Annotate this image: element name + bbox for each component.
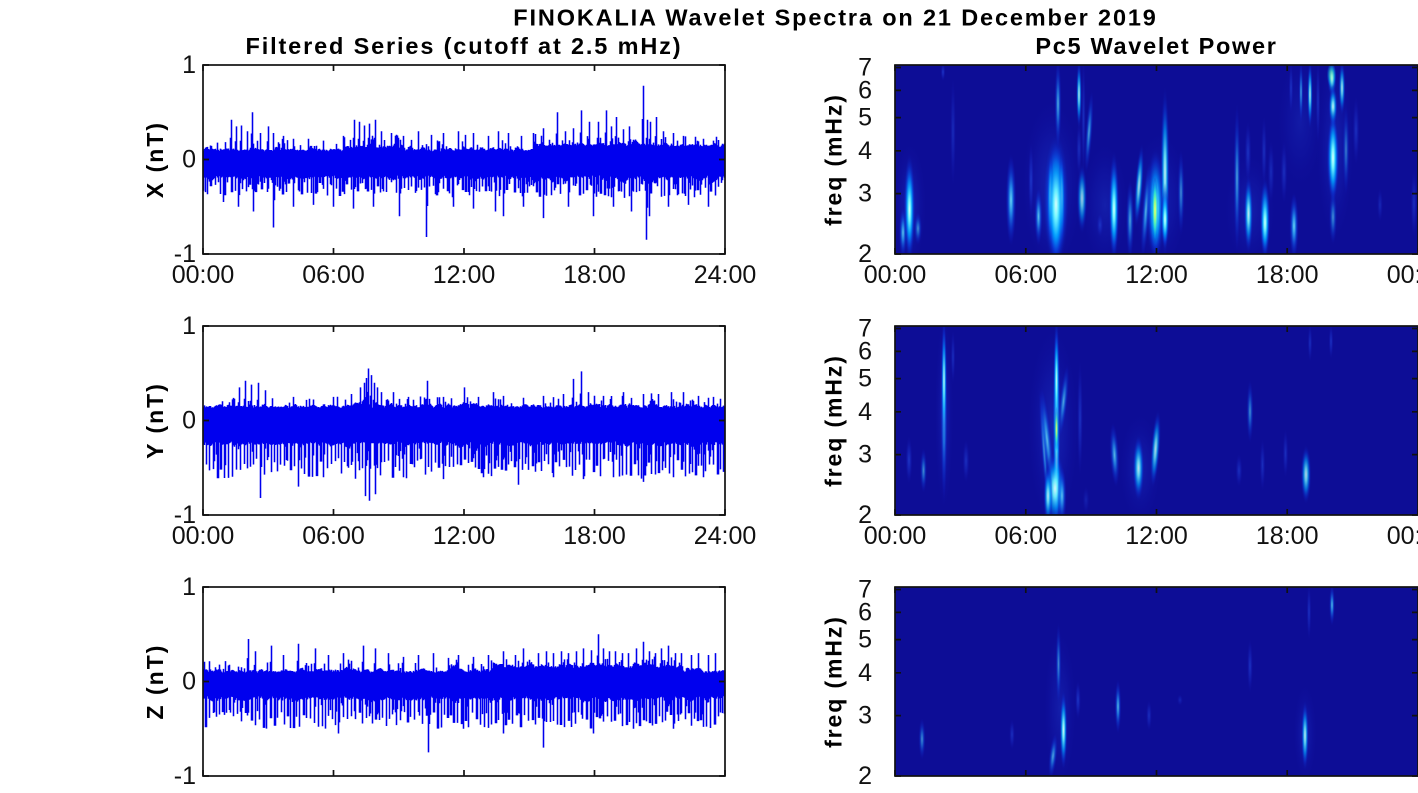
svg-text:12:00: 12:00 <box>1125 261 1188 289</box>
svg-text:12:00: 12:00 <box>1125 522 1188 550</box>
svg-text:18:00: 18:00 <box>1256 261 1319 289</box>
svg-text:00:00: 00:00 <box>1387 261 1418 289</box>
svg-text:3: 3 <box>858 180 872 208</box>
svg-text:6: 6 <box>858 337 872 365</box>
svg-text:5: 5 <box>858 365 872 393</box>
svg-text:freq (mHz): freq (mHz) <box>821 615 847 748</box>
svg-text:7: 7 <box>858 315 872 343</box>
svg-text:0: 0 <box>182 407 196 435</box>
svg-text:-1: -1 <box>174 762 196 788</box>
svg-text:06:00: 06:00 <box>995 261 1058 289</box>
svg-text:06:00: 06:00 <box>302 522 365 550</box>
svg-text:0: 0 <box>182 146 196 174</box>
svg-text:7: 7 <box>858 576 872 604</box>
svg-text:00:00: 00:00 <box>864 522 927 550</box>
svg-text:06:00: 06:00 <box>302 261 365 289</box>
svg-text:0: 0 <box>182 668 196 696</box>
svg-text:2: 2 <box>858 240 872 268</box>
svg-text:freq (mHz): freq (mHz) <box>821 93 847 226</box>
svg-text:18:00: 18:00 <box>563 261 626 289</box>
svg-text:24:00: 24:00 <box>694 261 757 289</box>
svg-text:-1: -1 <box>174 501 196 529</box>
svg-text:2: 2 <box>858 762 872 788</box>
svg-text:06:00: 06:00 <box>995 522 1058 550</box>
svg-text:7: 7 <box>858 54 872 82</box>
svg-text:Y (nT): Y (nT) <box>142 382 168 459</box>
svg-text:18:00: 18:00 <box>1256 522 1319 550</box>
svg-text:5: 5 <box>858 104 872 132</box>
svg-text:X (nT): X (nT) <box>142 121 168 198</box>
svg-text:Pc5 Wavelet Power: Pc5 Wavelet Power <box>1035 33 1277 59</box>
svg-text:1: 1 <box>182 573 196 601</box>
svg-text:4: 4 <box>858 659 872 687</box>
svg-text:00:00: 00:00 <box>172 261 235 289</box>
svg-text:3: 3 <box>858 441 872 469</box>
svg-text:00:00: 00:00 <box>864 261 927 289</box>
svg-text:6: 6 <box>858 76 872 104</box>
svg-text:Z (nT): Z (nT) <box>142 644 168 720</box>
svg-text:1: 1 <box>182 312 196 340</box>
svg-text:24:00: 24:00 <box>694 522 757 550</box>
svg-text:-1: -1 <box>174 240 196 268</box>
svg-text:Filtered Series (cutoff at 2.5: Filtered Series (cutoff at 2.5 mHz) <box>246 33 683 59</box>
svg-text:4: 4 <box>858 137 872 165</box>
svg-text:freq (mHz): freq (mHz) <box>821 354 847 487</box>
svg-text:6: 6 <box>858 598 872 626</box>
svg-text:3: 3 <box>858 702 872 730</box>
svg-text:4: 4 <box>858 398 872 426</box>
svg-text:00:00: 00:00 <box>1387 522 1418 550</box>
svg-text:2: 2 <box>858 501 872 529</box>
svg-text:12:00: 12:00 <box>433 522 496 550</box>
svg-text:12:00: 12:00 <box>433 261 496 289</box>
svg-text:1: 1 <box>182 51 196 79</box>
svg-text:5: 5 <box>858 626 872 654</box>
svg-text:18:00: 18:00 <box>563 522 626 550</box>
svg-text:00:00: 00:00 <box>172 522 235 550</box>
svg-text:FINOKALIA Wavelet Spectra on 2: FINOKALIA Wavelet Spectra on 21 December… <box>513 5 1157 31</box>
